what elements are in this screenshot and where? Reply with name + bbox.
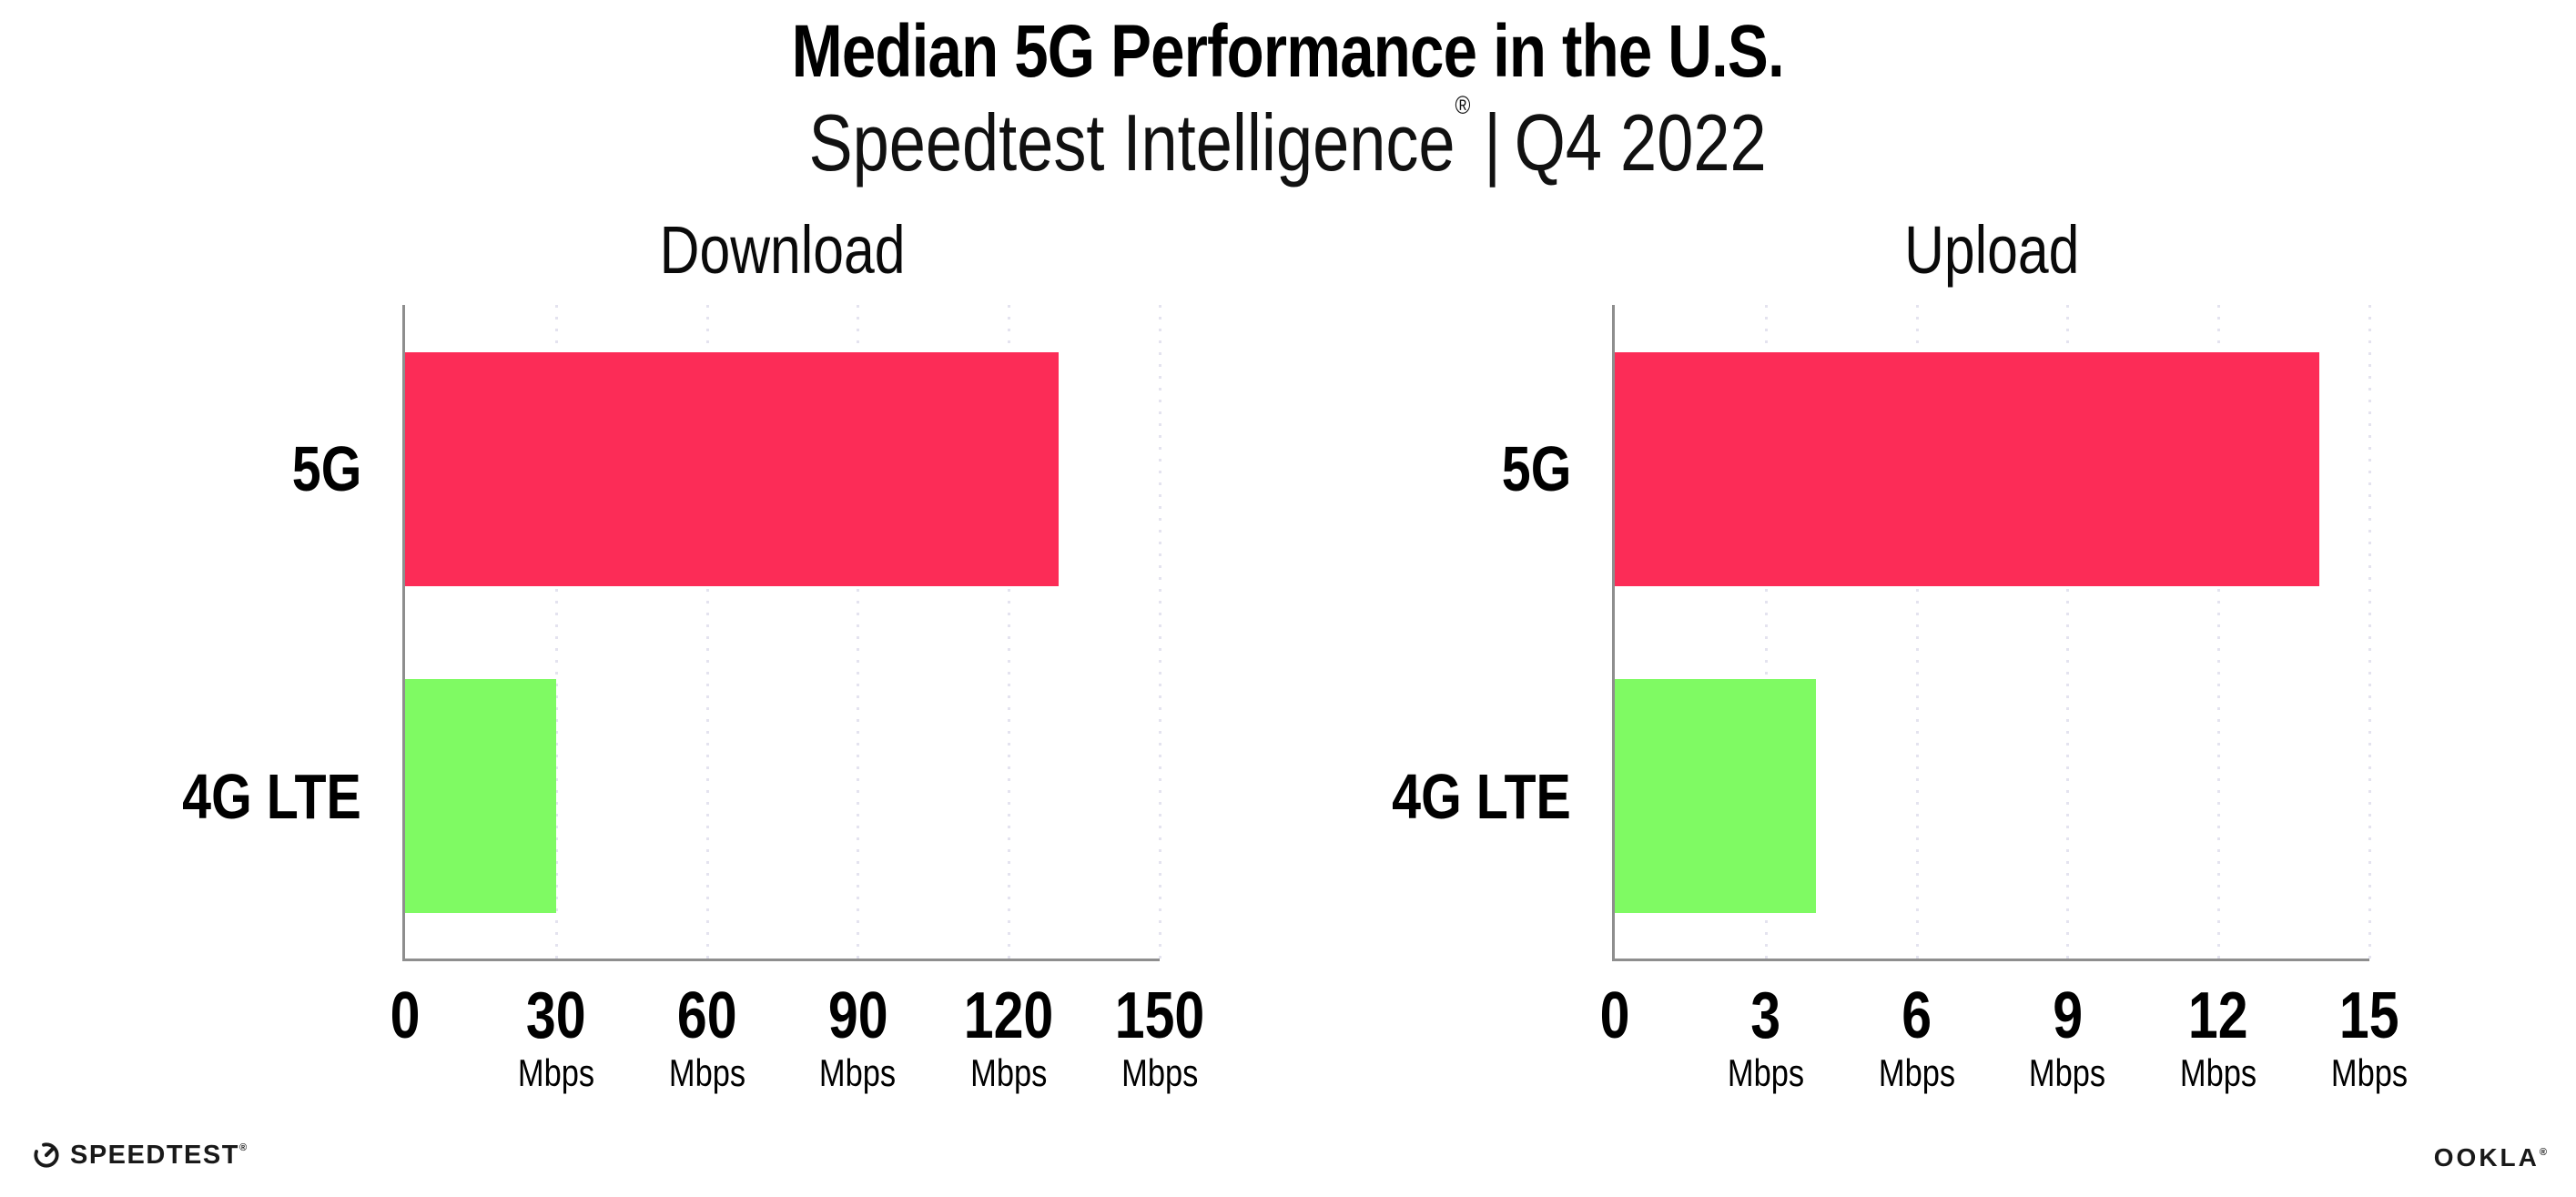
bar-4g-lte (1615, 679, 1817, 913)
x-tick-number: 0 (390, 979, 421, 1052)
chart-subtitle: Speedtest Intelligence® | Q4 2022 (0, 93, 2576, 183)
x-tick-unit: Mbps (2029, 1051, 2106, 1095)
x-tick-number: 60 (676, 979, 737, 1052)
x-tick-number: 0 (1599, 979, 1630, 1052)
gridline (1159, 305, 1161, 959)
category-label-5g: 5G (1501, 433, 1571, 504)
chart-title: Median 5G Performance in the U.S. (0, 15, 2576, 89)
x-tick-number: 120 (963, 979, 1054, 1052)
x-tick-unit: Mbps (1121, 1051, 1199, 1095)
bar-4g-lte (405, 679, 556, 913)
x-tick-unit: Mbps (668, 1051, 745, 1095)
gridline (2368, 305, 2371, 959)
x-tick: 150 Mbps (1105, 979, 1214, 1095)
x-tick-number: 15 (2339, 979, 2399, 1052)
x-tick-unit: Mbps (2330, 1051, 2409, 1095)
x-tick-unit: Mbps (970, 1051, 1048, 1095)
registered-mark: ® (1455, 91, 1471, 119)
gridline (554, 305, 558, 959)
x-tick-number: 150 (1114, 979, 1205, 1052)
upload-chart-panel: Upload 0 3 Mbps 6 Mbps 9 Mbps 12 Mbps 15 Mbps 5G 4G … (1392, 217, 2408, 1092)
gridline (1915, 305, 1919, 959)
gridline (1008, 305, 1011, 959)
gridline (705, 305, 709, 959)
subtitle-period: Q4 2022 (1515, 97, 1768, 188)
speedtest-gauge-icon (33, 1141, 60, 1169)
gridline (1764, 305, 1768, 959)
speedtest-logo: SPEEDTEST® (33, 1141, 247, 1169)
x-tick-unit: Mbps (1727, 1051, 1804, 1095)
x-tick-number: 90 (827, 979, 888, 1052)
x-tick: 0 (387, 979, 423, 1052)
bar-5g (405, 352, 1060, 586)
x-tick-unit: Mbps (1878, 1051, 1955, 1095)
x-tick: 9 Mbps (2021, 979, 2115, 1095)
x-tick: 15 Mbps (2323, 979, 2417, 1095)
x-tick-number: 12 (2188, 979, 2249, 1052)
x-tick-unit: Mbps (2180, 1051, 2257, 1095)
x-tick: 0 (1597, 979, 1633, 1052)
subtitle-separator: | (1484, 97, 1502, 188)
x-tick-number: 30 (525, 979, 586, 1052)
category-label-4g-lte: 4G LTE (1392, 761, 1571, 832)
category-label-4g-lte: 4G LTE (182, 761, 361, 832)
x-tick-number: 9 (2052, 979, 2083, 1052)
x-tick: 120 Mbps (954, 979, 1063, 1095)
chart-title-text: Median 5G Performance in the U.S. (791, 10, 1785, 93)
x-tick: 90 Mbps (811, 979, 905, 1095)
speedtest-logo-text: SPEEDTEST® (70, 1140, 248, 1170)
upload-panel-title: Upload (1904, 212, 2080, 288)
subtitle-brand: Speedtest Intelligence (808, 97, 1456, 188)
x-tick: 60 Mbps (660, 979, 754, 1095)
x-tick-unit: Mbps (819, 1051, 897, 1095)
gridline (2066, 305, 2070, 959)
speedtest-registered-mark: ® (238, 1141, 248, 1153)
ookla-registered-mark: ® (2539, 1147, 2547, 1158)
x-tick: 6 Mbps (1870, 979, 1963, 1095)
gridline (2217, 305, 2221, 959)
x-tick-number: 6 (1902, 979, 1932, 1052)
x-tick: 3 Mbps (1719, 979, 1812, 1095)
download-panel-title: Download (659, 212, 906, 288)
x-tick: 30 Mbps (509, 979, 603, 1095)
category-label-5g: 5G (291, 433, 361, 504)
ookla-logo-text: OOKLA® (2433, 1143, 2547, 1172)
ookla-logo: OOKLA® (2434, 1145, 2547, 1171)
bar-5g (1615, 352, 2319, 586)
x-tick-number: 3 (1750, 979, 1781, 1052)
x-tick: 12 Mbps (2172, 979, 2266, 1095)
download-chart-panel: Download 0 30 Mbps 60 Mbps 90 Mbps 120 Mbps 150 Mb… (182, 217, 1204, 1092)
x-tick-unit: Mbps (517, 1051, 594, 1095)
gridline (857, 305, 860, 959)
